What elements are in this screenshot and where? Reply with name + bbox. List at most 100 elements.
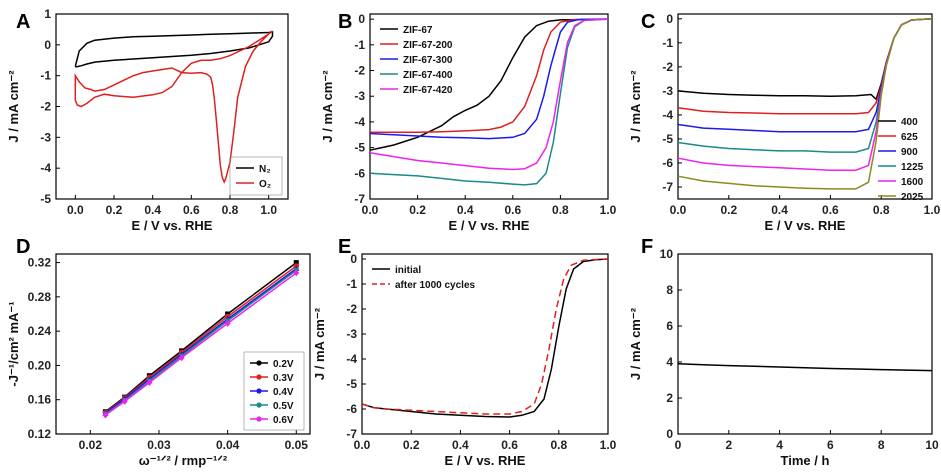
x-tick-label: 0.6	[822, 203, 839, 217]
legend-label: after 1000 cycles	[395, 280, 476, 291]
y-axis-label: J / mA cm⁻²	[6, 70, 21, 143]
legend-label: 400	[901, 117, 918, 128]
series-line-2	[369, 18, 609, 140]
y-tick-label: -1	[662, 36, 673, 50]
panel-label: D	[16, 236, 30, 258]
plot-frame	[369, 13, 609, 200]
x-tick-label: 0.6	[183, 203, 200, 217]
series-line-3	[369, 18, 609, 186]
y-tick-label: -4	[346, 352, 357, 366]
y-tick-label: 0.20	[28, 358, 52, 372]
y-tick-label: -3	[40, 130, 51, 144]
x-axis-label: ω⁻¹ᐟ² / rmp⁻¹ᐟ²	[139, 453, 228, 468]
y-tick-label: -1	[354, 38, 365, 52]
x-axis-label: E / V vs. RHE	[449, 218, 530, 233]
data-point-marker	[293, 260, 299, 266]
y-tick-label: 0.28	[28, 290, 52, 304]
x-tick-label: 1.0	[924, 203, 941, 217]
legend-marker	[256, 360, 262, 366]
plot-frame	[55, 253, 311, 435]
y-axis-label: -J⁻¹/cm² mA⁻¹	[6, 301, 21, 386]
series-line-2	[677, 18, 933, 133]
y-tick-label: -7	[346, 427, 357, 441]
legend-label: 0.6V	[273, 415, 294, 426]
plot-frame	[361, 253, 609, 435]
y-tick-label: -2	[662, 60, 673, 74]
x-tick-label: 6	[827, 438, 834, 452]
y-tick-label: -4	[662, 108, 673, 122]
series-line-4	[104, 272, 297, 416]
y-tick-label: -2	[40, 100, 51, 114]
y-tick-label: -5	[354, 141, 365, 155]
x-tick-label: 0	[675, 438, 682, 452]
series-line-0	[677, 18, 933, 101]
x-tick-label: 0.8	[550, 438, 567, 452]
y-tick-label: -6	[662, 156, 673, 170]
legend-label: initial	[395, 265, 421, 276]
y-tick-label: 8	[666, 283, 673, 297]
x-axis-label: Time / h	[781, 453, 830, 468]
x-tick-label: 0.02	[79, 438, 103, 452]
y-tick-label: -1	[40, 69, 51, 83]
x-axis-label: E / V vs. RHE	[132, 218, 213, 233]
y-tick-label: -2	[346, 302, 357, 316]
panel-label: F	[641, 236, 653, 258]
y-tick-label: 4	[666, 355, 673, 369]
x-tick-label: 0.8	[552, 203, 569, 217]
panel-label: A	[16, 11, 30, 33]
series-line-5	[677, 18, 933, 190]
legend-label: 1225	[901, 162, 924, 173]
legend-marker	[256, 416, 262, 422]
y-tick-label: -6	[346, 402, 357, 416]
y-tick-label: 0	[666, 427, 673, 441]
y-tick-label: 0	[358, 12, 365, 26]
legend-label: 0.3V	[273, 373, 294, 384]
x-tick-label: 10	[925, 438, 939, 452]
y-tick-label: -5	[662, 132, 673, 146]
y-tick-label: 0	[666, 12, 673, 26]
y-axis-label: J / mA cm⁻²	[312, 307, 327, 380]
legend-label: ZIF-67-400	[403, 70, 453, 81]
series-line-0	[74, 31, 274, 68]
series-line-4	[369, 18, 609, 171]
x-tick-label: 0.2	[409, 203, 426, 217]
x-tick-label: 0.4	[452, 438, 469, 452]
legend-label: ZIF-67-200	[403, 40, 453, 51]
data-point-marker	[146, 379, 153, 386]
x-tick-label: 0.8	[222, 203, 239, 217]
y-tick-label: -6	[354, 166, 365, 180]
legend: initial after 1000 cycles	[372, 265, 476, 291]
y-tick-label: 0	[44, 38, 51, 52]
y-tick-label: 0.16	[28, 393, 52, 407]
y-tick-label: -1	[346, 277, 357, 291]
x-tick-label: 0.03	[147, 438, 171, 452]
y-tick-label: -3	[354, 89, 365, 103]
y-tick-label: 0	[350, 252, 357, 266]
y-tick-label: -5	[40, 192, 51, 206]
series-line-0	[361, 258, 609, 418]
y-tick-label: -3	[346, 327, 357, 341]
legend-box	[243, 351, 305, 431]
x-tick-label: 0.0	[67, 203, 84, 217]
x-axis-label: E / V vs. RHE	[765, 218, 846, 233]
y-axis-label: J / mA cm⁻²	[628, 307, 643, 380]
y-axis-label: J / mA cm⁻²	[628, 70, 643, 143]
legend-label: 0.5V	[273, 401, 294, 412]
x-tick-label: 0.4	[457, 203, 474, 217]
y-tick-label: 6	[666, 319, 673, 333]
panel-b: B 0.0 0.2 0.4 0.6 0.8 1.0 -7 -6 -5 -4 -3 -2 -1 0 E / V …	[320, 11, 617, 233]
legend-label: 0.4V	[273, 387, 294, 398]
legend: ZIF-67 ZIF-67-200 ZIF-67-300 ZIF-67-400 ZIF-…	[380, 25, 453, 96]
legend: 0.2V 0.3V 0.4V 0.5V 0.6V	[243, 351, 305, 431]
series-line-2	[104, 267, 297, 414]
x-tick-label: 1.0	[600, 438, 617, 452]
x-tick-label: 0.4	[771, 203, 788, 217]
series-line-1	[74, 30, 273, 184]
series-line-0	[369, 18, 609, 151]
y-tick-label: -4	[354, 115, 365, 129]
legend-label: 2025	[901, 192, 924, 203]
y-tick-label: -7	[662, 180, 673, 194]
x-tick-label: 4	[776, 438, 783, 452]
x-tick-label: 0.6	[504, 203, 521, 217]
legend-label: 900	[901, 147, 918, 158]
